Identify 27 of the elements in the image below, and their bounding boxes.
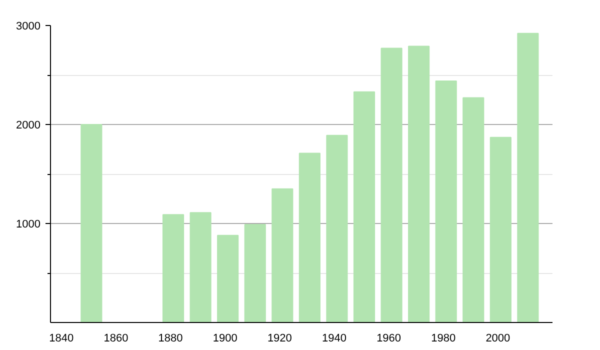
x-tick-label: 1940 bbox=[322, 332, 346, 344]
x-tick-label: 1980 bbox=[431, 332, 456, 344]
x-tick-label: 1920 bbox=[267, 332, 292, 344]
bar bbox=[190, 212, 212, 322]
y-tick-label: 3000 bbox=[16, 20, 41, 32]
bar bbox=[435, 80, 457, 322]
bar bbox=[380, 48, 402, 322]
bar bbox=[162, 214, 184, 322]
y-tick-label: 1000 bbox=[16, 218, 41, 230]
bar bbox=[326, 134, 348, 322]
bar bbox=[353, 91, 376, 322]
y-tick-label: 2000 bbox=[16, 120, 41, 132]
x-tick-label: 1860 bbox=[104, 332, 128, 344]
bar bbox=[490, 136, 512, 322]
bar bbox=[517, 32, 539, 322]
x-tick-label: 1900 bbox=[212, 332, 238, 344]
bar bbox=[80, 124, 102, 322]
bar bbox=[408, 46, 430, 322]
bar bbox=[244, 224, 266, 322]
x-tick-label: 1840 bbox=[49, 332, 74, 344]
bar bbox=[272, 188, 294, 322]
x-tick-label: 1880 bbox=[158, 332, 183, 344]
bar bbox=[217, 234, 239, 322]
x-tick-label: 1960 bbox=[376, 332, 402, 344]
x-tick-label: 2000 bbox=[486, 332, 510, 344]
bar bbox=[462, 97, 484, 322]
bar bbox=[298, 152, 320, 322]
